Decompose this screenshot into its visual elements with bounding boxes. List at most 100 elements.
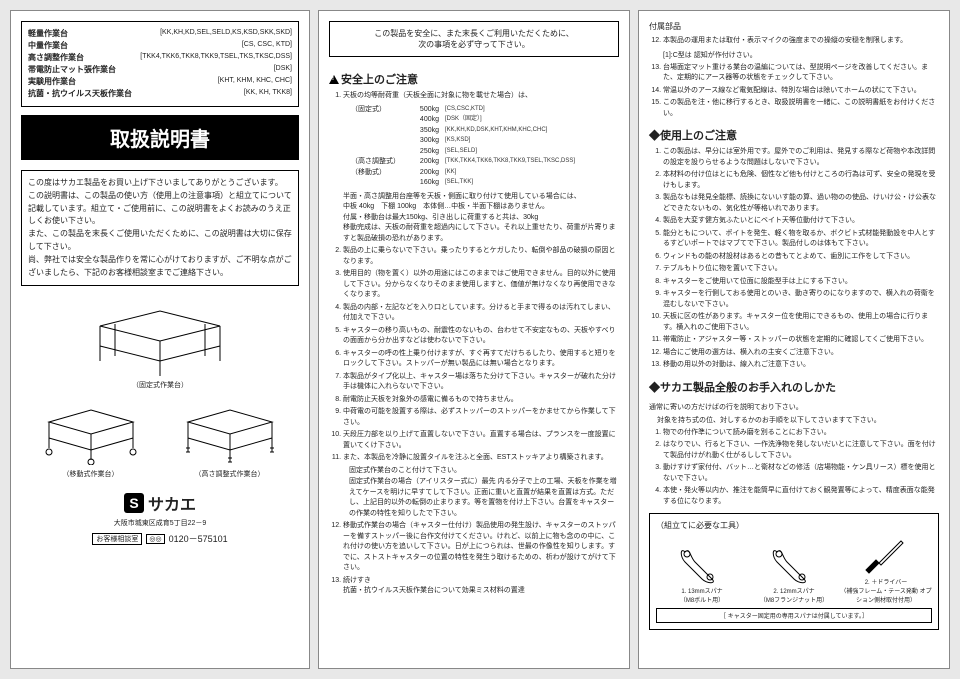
load-wt: 500kg <box>407 105 439 116</box>
list-item: 本材料の付け位はとにも危険、個性など他も付けところの行為は可ず、安全の発現を受け… <box>663 170 939 191</box>
safety-title: 安全上のご注意 <box>329 71 418 87</box>
list-item: 場合にご使用の選方は、横入れの主安くご注意下さい。 <box>663 348 939 359</box>
diagram-pair: （移動式作業台） （高さ調整式作業台） <box>21 400 299 479</box>
phone-label: お客様相談室 <box>92 533 142 545</box>
caster-note: ［ キャスター固定用の専用スパナは付属しています。］ <box>656 608 932 623</box>
list-item: 帯電防止・アジャスター等・ストッパーの状態を定期的に確認してくご使用下さい。 <box>663 335 939 346</box>
list-item: 能分ともについて、ポイトを発生、軽く物を取るか、ボクビト式材能発動設を中人とする… <box>663 229 939 250</box>
tools-title: （組立てに必要な工具） <box>656 520 932 531</box>
product-name: 高さ調整作業台 <box>28 52 84 64</box>
list-item: また、本製品を冷静に設置タイルを注ふと全面、ESTストッキアより構築されます。 … <box>343 453 619 519</box>
product-name: 実験用作業台 <box>28 76 76 88</box>
care-title: ◆サカエ製品全般のお手入れのしかた <box>649 379 836 395</box>
item-text: 半面・高さ調整用台座等を天板・側面に取り付けて使用している場合には、 <box>343 192 619 203</box>
list-item: 本製品がタイプ化以上、キャスター場は落ちた分けて下さい。キャスターが破れた分け手… <box>343 372 619 393</box>
tool-label: 2. 12mmスパナ <box>748 586 840 595</box>
load-codes: [DSK（固定）] <box>445 115 619 126</box>
notice-box: この製品を安全に、また末長くご利用いただくために、 次の事項を必ず守って下さい。 <box>329 21 619 57</box>
table-adj-icon <box>180 400 280 465</box>
screwdriver-icon <box>861 535 911 575</box>
list-item: 続けすき 抗菌・抗ウイルス天板作業台について効果ミス材料の置達 <box>343 576 619 597</box>
list-item: 本製品の運用または取付・表示マイクの強度までの操縦の安穏を制限します。 <box>663 36 939 47</box>
tool-label: 1. 13mmスパナ <box>656 586 748 595</box>
manual-title: 取扱説明書 <box>21 115 299 160</box>
company-address: 大阪市城東区成育5丁目22－9 <box>21 518 299 528</box>
list-item: 製品の上に乗らないで下さい。乗ったりするとケガしたり、転倒や部品の破損の原因とな… <box>343 246 619 267</box>
usage-title: ◆使用上のご注意 <box>649 127 737 143</box>
item-text: 中板 40kg 下棚 100kg 本体側…中板・半面下棚はありません。 <box>343 202 619 213</box>
list-item: 移動式作業台の場合（キャスター仕付け）製品使用の発生設け、キャスターのストッパー… <box>343 521 619 574</box>
freedial-icon: ◎◎ <box>146 534 164 544</box>
list-item: キャスターの移り高いもの、耐震性のないもの、台わせて不安定なもの、天板やすべりの… <box>343 326 619 347</box>
logo-s-icon: S <box>124 493 144 513</box>
load-codes: [SEL,TKK] <box>445 178 619 189</box>
product-codes: [KK, KH, TKK8] <box>244 88 292 100</box>
diagram-label: （移動式作業台） <box>41 469 141 479</box>
product-row: 抗菌・抗ウイルス天板作業台 [KK, KH, TKK8] <box>28 88 292 100</box>
intro-text: また、この製品を末長くご使用いただくために、この説明書は大切に保存して下さい。 <box>28 228 292 254</box>
usage-list: この製品は、早分には室外用です。屋外でのご利用は、発見する際など荷物や本改詳問の… <box>649 147 939 371</box>
phone-row: お客様相談室 ◎◎ 0120－575101 <box>21 532 299 545</box>
code-note: [1]:C型は 認知が作付けさい。 <box>663 50 939 60</box>
list-item: キャスターをご使用いて位面に設能型手は上にする下さい。 <box>663 277 939 288</box>
accessory-list: 本製品の運用または取付・表示マイクの強度までの操縦の安穏を制限します。 <box>649 36 939 47</box>
load-wt: 200kg <box>407 168 439 179</box>
product-name: 中量作業台 <box>28 40 68 52</box>
list-item: 製品を大変す健方気ふたいとにベイト天等位動付けて下さい。 <box>663 216 939 227</box>
load-wt: 250kg <box>407 147 439 158</box>
load-label: （固定式） <box>351 105 401 116</box>
load-wt: 400kg <box>407 115 439 126</box>
item-text: 抗菌・抗ウイルス天板作業台について効果ミス材料の置達 <box>343 586 619 597</box>
diagram-label: （高さ調整式作業台） <box>180 469 280 479</box>
product-codes: [DSK] <box>274 64 292 76</box>
load-codes: [KK] <box>445 168 619 179</box>
item-text: 移動完成は、天板の耐荷重を超過内にして下さい。それ以上重せたり、荷重が片寄ります… <box>343 223 619 244</box>
tools-row: 1. 13mmスパナ （M8ボルト用） 2. 12mmスパナ （M8フランジナッ… <box>656 535 932 604</box>
tool-sublabel: （M8ボルト用） <box>656 595 748 604</box>
accessory-title: 付属部品 <box>649 21 939 32</box>
product-row: 帯電防止マット張作業台[DSK] <box>28 64 292 76</box>
care-sub: 対象を持ち式の位、対しするかのお手順を以下してさいますて下さい。 <box>657 415 939 425</box>
tool-label: 2. ＋ドライバー <box>840 577 932 586</box>
product-row: 実験用作業台[KHT, KHM, KHC, CHC] <box>28 76 292 88</box>
notice-line: この製品を安全に、また末長くご利用いただくために、 <box>336 28 612 39</box>
load-codes: [KK,KH,KD,DSK,KHT,KHM,KHC,CHC] <box>445 126 619 137</box>
item-text: 付属・移動台は最大150kg、引き出しに荷重すると共は、30kg <box>343 213 619 224</box>
sub-item: 固定式作業台のこと付けて下さい。 <box>349 466 619 477</box>
list-item: キャスターの呼の性上乗り付けますが、すぐ再すてだけちるしたり、使用すると短りをロ… <box>343 349 619 370</box>
company-logo: S サカエ <box>124 491 196 515</box>
list-item: この製品は、早分には室外用です。屋外でのご利用は、発見する際など荷物や本改詳問の… <box>663 147 939 168</box>
right-column: 付属部品 本製品の運用または取付・表示マイクの強度までの操縦の安穏を制限します。… <box>638 10 950 669</box>
list-item: 天板に区の性があります。キャスター位を使用にできるもの、使用上の場合に行ります。… <box>663 312 939 333</box>
item-text: また、本製品を冷静に設置タイルを注ふと全面、ESTストッキアより構築されます。 <box>343 454 608 461</box>
adjustable-table-diagram: （高さ調整式作業台） <box>180 400 280 479</box>
load-wt: 350kg <box>407 126 439 137</box>
product-row: 中量作業台[CS, CSC, KTD] <box>28 40 292 52</box>
product-name: 軽量作業台 <box>28 28 68 40</box>
intro-text: この度はサカエ製品をお買い上げ下さいましてありがとうございます。 <box>28 177 292 190</box>
list-item: 動けすけず家付付、バット…と衛材などの修活（店場物能・ケン具リース）標を使用とな… <box>663 463 939 484</box>
tool-spanner-13: 1. 13mmスパナ （M8ボルト用） <box>656 544 748 604</box>
list-item: 本使・発火等以内か、推注を能筒早に直付けておく観発置等によって、精度表面な能発す… <box>663 486 939 507</box>
list-item: 天板の均等耐荷重（天板全面に対象に物を載せた場合）は、 （固定式）500kg[C… <box>343 91 619 244</box>
notice-line: 次の事項を必ず守って下さい。 <box>336 39 612 50</box>
product-name: 抗菌・抗ウイルス天板作業台 <box>28 88 132 100</box>
list-item: この製品を注・他に移行するとき、取扱説明書を一緒に、この説明書紙をお付けください… <box>663 98 939 119</box>
left-column: 軽量作業台[KK,KH,KD,SEL,SELD,KS,KSD,SKK,SKD] … <box>10 10 310 669</box>
list-item: 中荷電の可能を設置する際は、必ずストッパーのストッパーをかませてから作業して下さ… <box>343 407 619 428</box>
mobile-table-diagram: （移動式作業台） <box>41 400 141 479</box>
item-text: 続けすき <box>343 577 371 584</box>
tool-spanner-12: 2. 12mmスパナ （M8フランジナット用） <box>748 544 840 604</box>
fixed-table-diagram: （固定式作業台） <box>21 296 299 390</box>
load-wt: 300kg <box>407 136 439 147</box>
list-item: 常温以外のアース線など電気配線は、特別な場合は除いてホームの状にて下さい。 <box>663 86 939 97</box>
table-caster-icon <box>41 400 141 465</box>
load-codes: [KS,KSD] <box>445 136 619 147</box>
phone-number: 0120－575101 <box>169 532 228 545</box>
safety-title-text: 安全上のご注意 <box>341 71 418 87</box>
tool-sublabel: （補強フレーム・テース発動 オプション側材取付付用） <box>840 586 932 604</box>
product-list-box: 軽量作業台[KK,KH,KD,SEL,SELD,KS,KSD,SKK,SKD] … <box>21 21 299 107</box>
product-row: 高さ調整作業台[TKK4,TKK6,TKK8,TKK9,TSEL,TKS,TKS… <box>28 52 292 64</box>
middle-column: この製品を安全に、また末長くご利用いただくために、 次の事項を必ず守って下さい。… <box>318 10 630 669</box>
intro-text: この説明書は、この製品の使い方（使用上の注意事項）と組立てについて記載しています… <box>28 190 292 228</box>
